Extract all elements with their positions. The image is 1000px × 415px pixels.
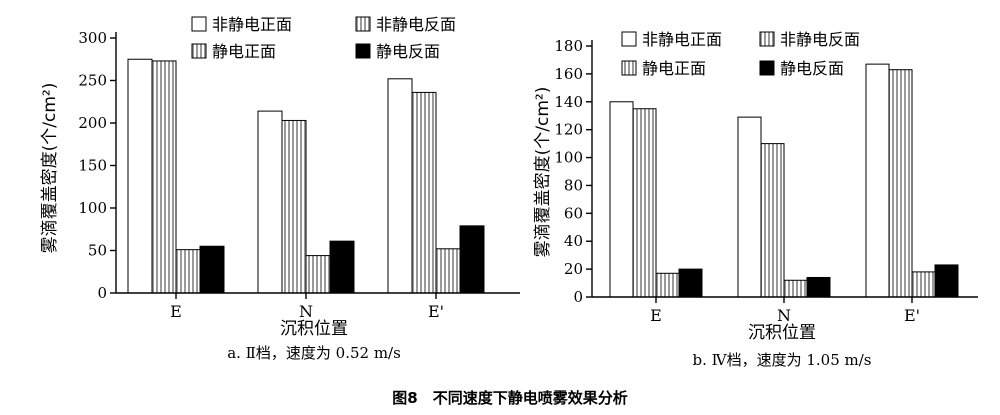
y-tick-label: 140 [554,93,583,111]
y-tick-label: 250 [78,72,107,90]
y-tick-label: 180 [554,37,583,55]
bar-4-E [678,268,703,298]
bar-4-E' [459,225,485,294]
legend-label: 非静电正面 [642,30,722,49]
y-tick-label: 100 [554,149,583,167]
y-tick-label: 40 [564,232,583,250]
chart-caption: a. Ⅱ档，速度为 0.52 m/s [227,344,401,362]
chart-b: 0 20 40 60 80 100 120 140 160 180 E N E' 雾滴覆盖密度(个/cm²… [533,30,978,369]
bar-4-N [806,276,831,298]
y-axis-title: 雾滴覆盖密度(个/cm²) [40,83,60,254]
chart-a: 0 50 100 150 200 250 300 E N E' 雾滴覆盖密度(个/cm²) 沉积位置 a… [40,15,520,362]
bar-2-N [760,143,785,298]
x-tick-label: E [170,302,182,321]
legend-label: 非静电反面 [376,15,456,34]
bar-2-N [281,119,307,294]
bar-3-N [305,255,331,294]
legend-swatch [759,31,775,47]
chart-caption: b. Ⅳ档，速度为 1.05 m/s [692,351,871,369]
x-tick-label: E' [428,302,444,321]
y-tick-label: 80 [564,176,583,194]
bar-2-E [632,108,657,298]
legend-swatch [621,31,637,47]
y-tick-label: 100 [78,199,107,217]
bar-1-E [127,58,153,294]
bar-4-E' [934,264,959,298]
legend-swatch [355,16,371,32]
bar-1-E' [387,78,413,294]
y-tick-label: 20 [564,260,583,278]
bar-1-E' [865,63,890,298]
legend-label: 静电反面 [780,59,844,78]
bar-3-E' [435,248,461,294]
bar-4-N [329,240,355,294]
bar-2-E' [888,69,913,298]
y-tick-label: 50 [88,242,107,260]
y-axis-title: 雾滴覆盖密度(个/cm²) [533,87,553,258]
bar-4-E [199,245,225,294]
bar-3-E' [911,271,936,298]
y-tick-label: 160 [554,65,583,83]
x-tick-label: E [650,306,662,325]
bar-1-N [257,110,283,294]
x-tick-label: N [299,302,313,321]
x-axis-title: 沉积位置 [280,319,348,339]
bar-2-E' [411,91,437,294]
bar-3-N [783,279,808,298]
bar-1-E [609,101,634,298]
x-tick-label: E' [904,306,920,325]
bar-2-E [151,60,177,294]
figure-title: 图8 不同速度下静电喷雾效果分析 [392,389,627,407]
legend-label: 静电反面 [376,42,440,61]
y-tick-label: 60 [564,204,583,222]
x-axis-title: 沉积位置 [748,323,816,343]
legend-label: 静电正面 [212,42,276,61]
y-tick-label: 200 [78,114,107,132]
legend-label: 静电正面 [642,59,706,78]
bar-3-E [655,272,680,298]
legend-swatch [621,60,637,76]
legend-swatch [191,16,207,32]
legend-swatch [191,43,207,59]
legend-swatch [355,43,371,59]
y-tick-label: 0 [97,284,107,302]
bar-3-E [175,249,201,294]
y-tick-label: 300 [78,29,107,47]
legend-label: 非静电反面 [780,30,860,49]
legend-label: 非静电正面 [212,15,292,34]
y-tick-label: 120 [554,121,583,139]
x-tick-label: N [777,306,791,325]
y-tick-label: 0 [573,288,583,306]
legend-swatch [759,60,775,76]
bar-1-N [737,116,762,298]
y-tick-label: 150 [78,157,107,175]
